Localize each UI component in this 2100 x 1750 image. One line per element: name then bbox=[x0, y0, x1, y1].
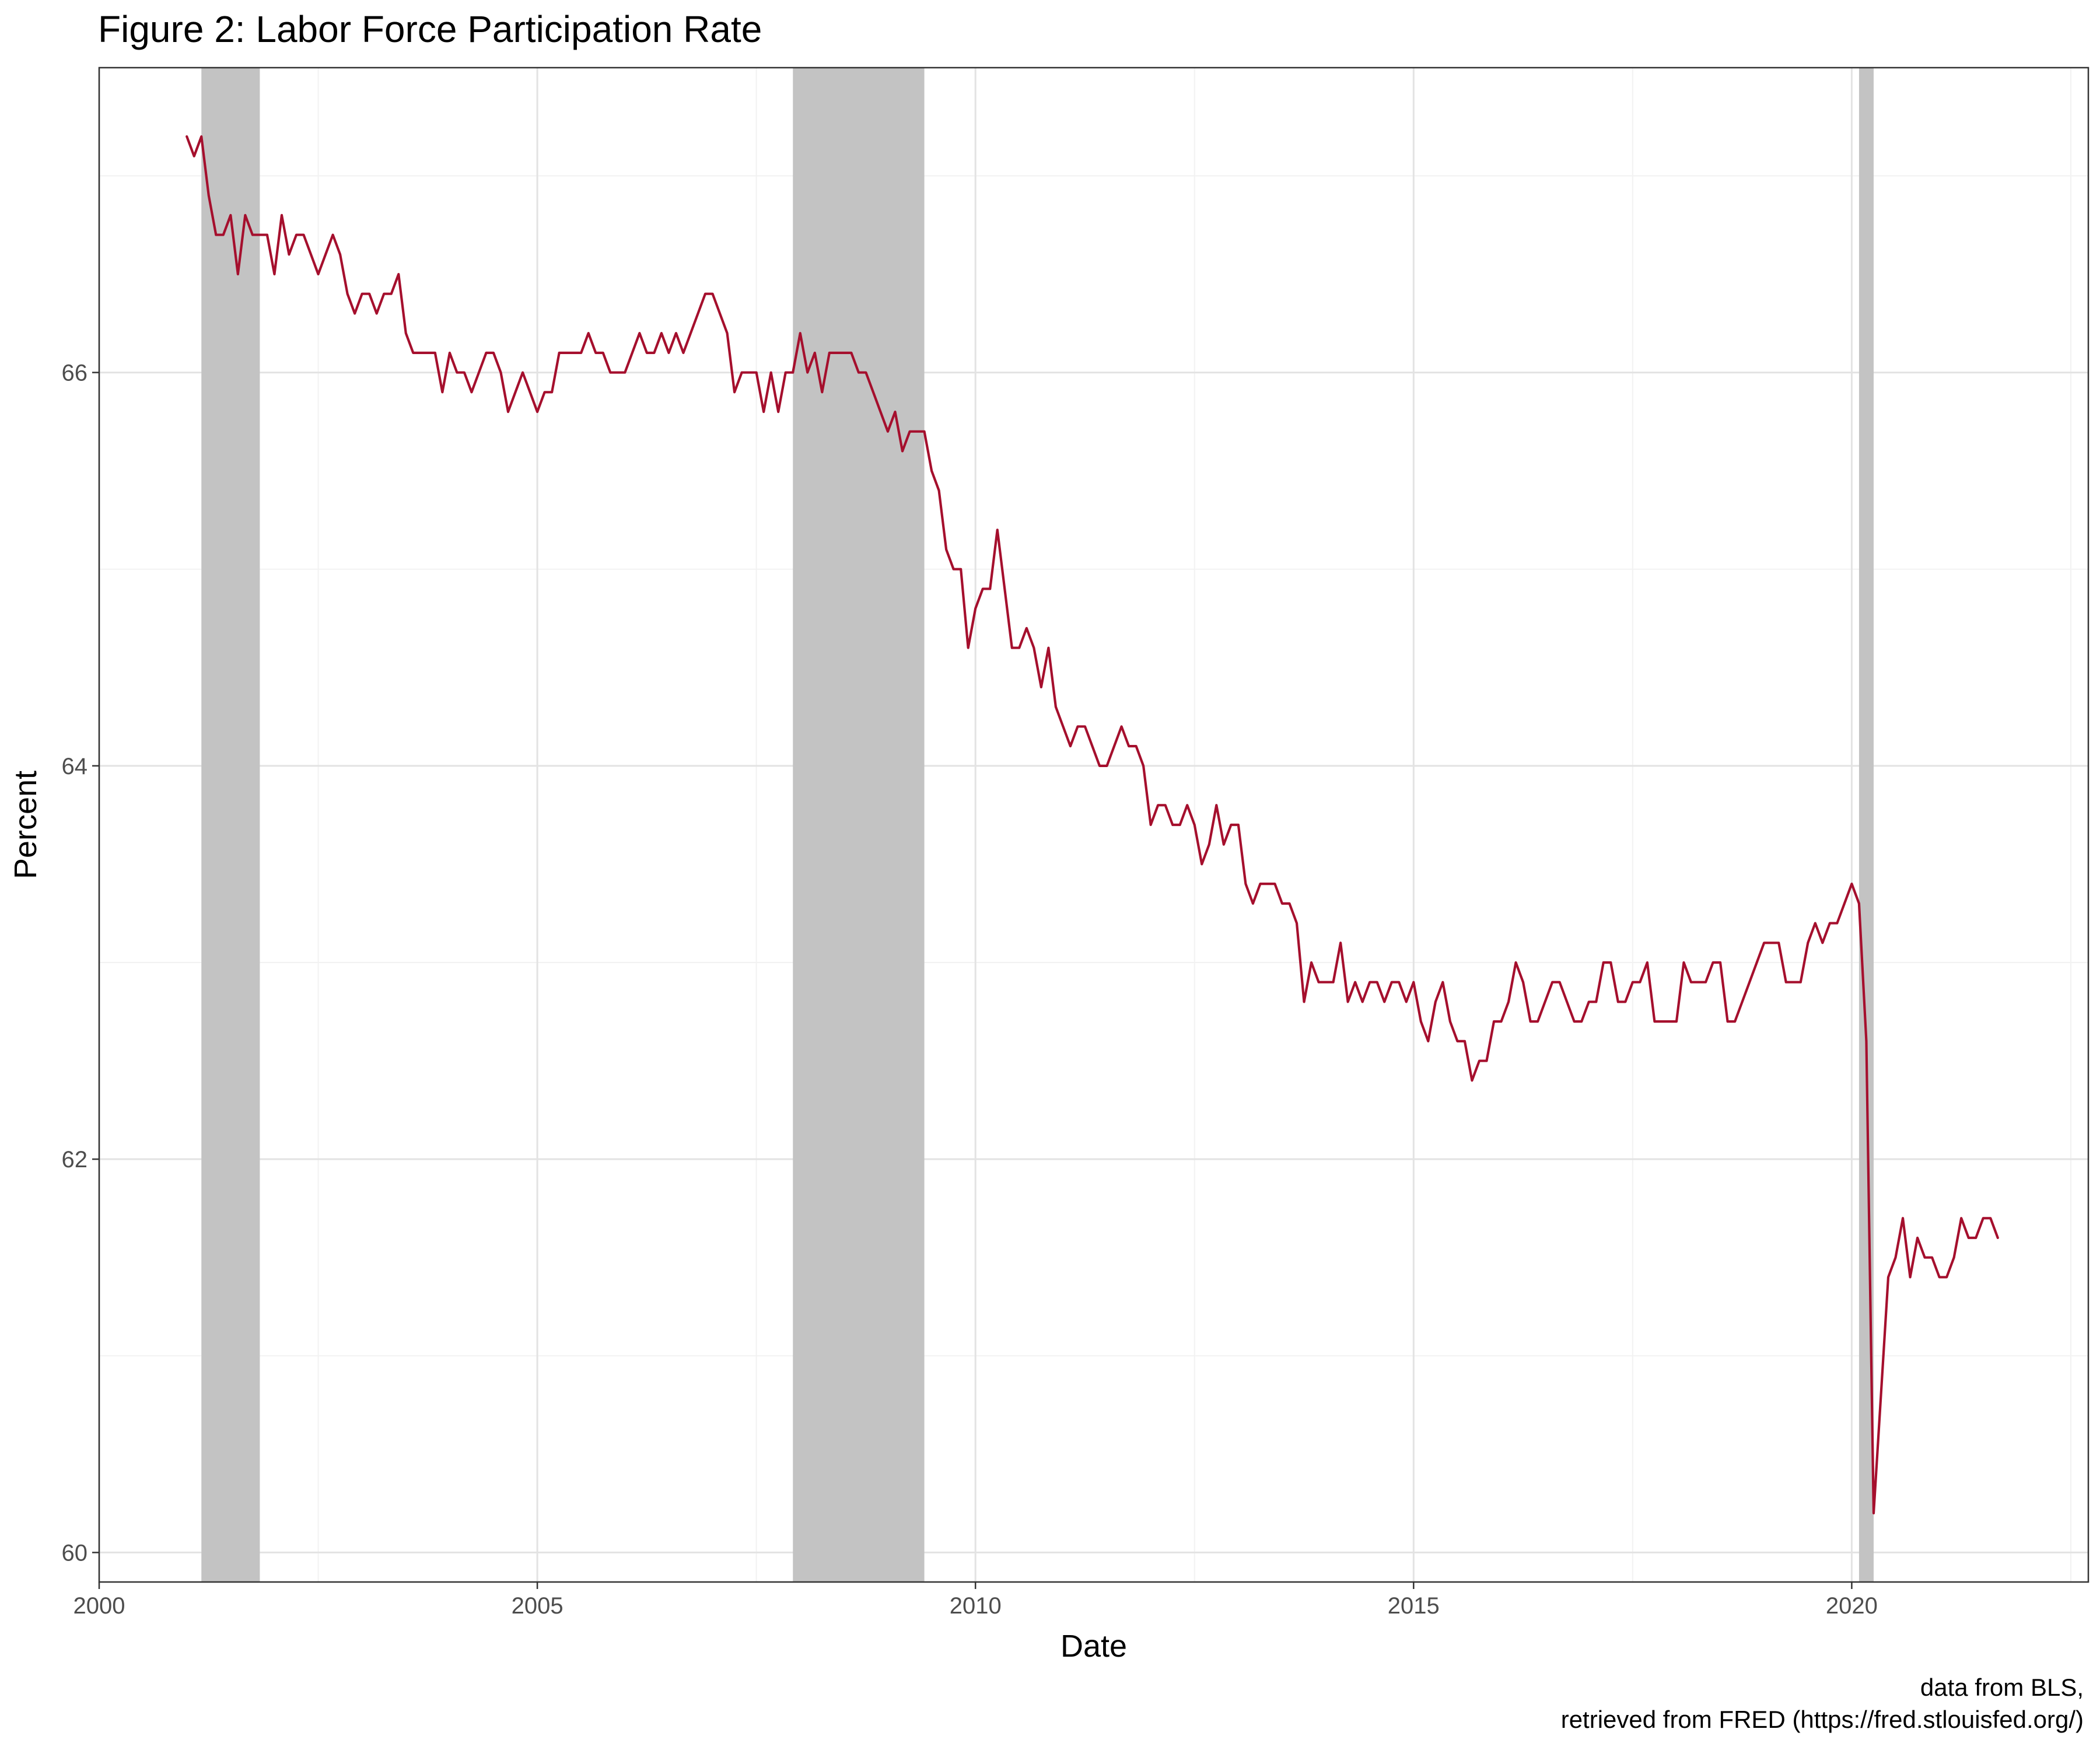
series-line-participation-rate bbox=[186, 135, 1999, 1515]
x-axis: 2000 2005 2010 2015 2020 bbox=[74, 1582, 1878, 1619]
recession-bands bbox=[201, 68, 1874, 1582]
chart-title: Figure 2: Labor Force Participation Rate bbox=[98, 8, 762, 50]
panel-border bbox=[98, 66, 2090, 1583]
y-tick-label: 64 bbox=[62, 754, 88, 779]
x-tick-label: 2020 bbox=[1826, 1593, 1878, 1619]
x-tick-label: 2015 bbox=[1388, 1593, 1440, 1619]
plot-panel bbox=[98, 66, 2090, 1583]
recession-band bbox=[793, 68, 925, 1582]
x-axis-title: Date bbox=[1060, 1629, 1127, 1664]
y-axis: 60 62 64 66 bbox=[62, 360, 99, 1566]
x-tick-label: 2010 bbox=[950, 1593, 1002, 1619]
y-tick-label: 66 bbox=[62, 360, 88, 386]
x-tick-label: 2000 bbox=[74, 1593, 125, 1619]
y-axis-title: Percent bbox=[8, 771, 43, 879]
y-tick-label: 62 bbox=[62, 1147, 88, 1172]
caption-line-1: data from BLS, bbox=[1920, 1674, 2084, 1701]
x-tick-label: 2005 bbox=[512, 1593, 564, 1619]
y-tick-label: 60 bbox=[62, 1540, 88, 1566]
caption-line-2: retrieved from FRED (https://fred.stloui… bbox=[1561, 1706, 2084, 1733]
recession-band bbox=[201, 68, 260, 1582]
